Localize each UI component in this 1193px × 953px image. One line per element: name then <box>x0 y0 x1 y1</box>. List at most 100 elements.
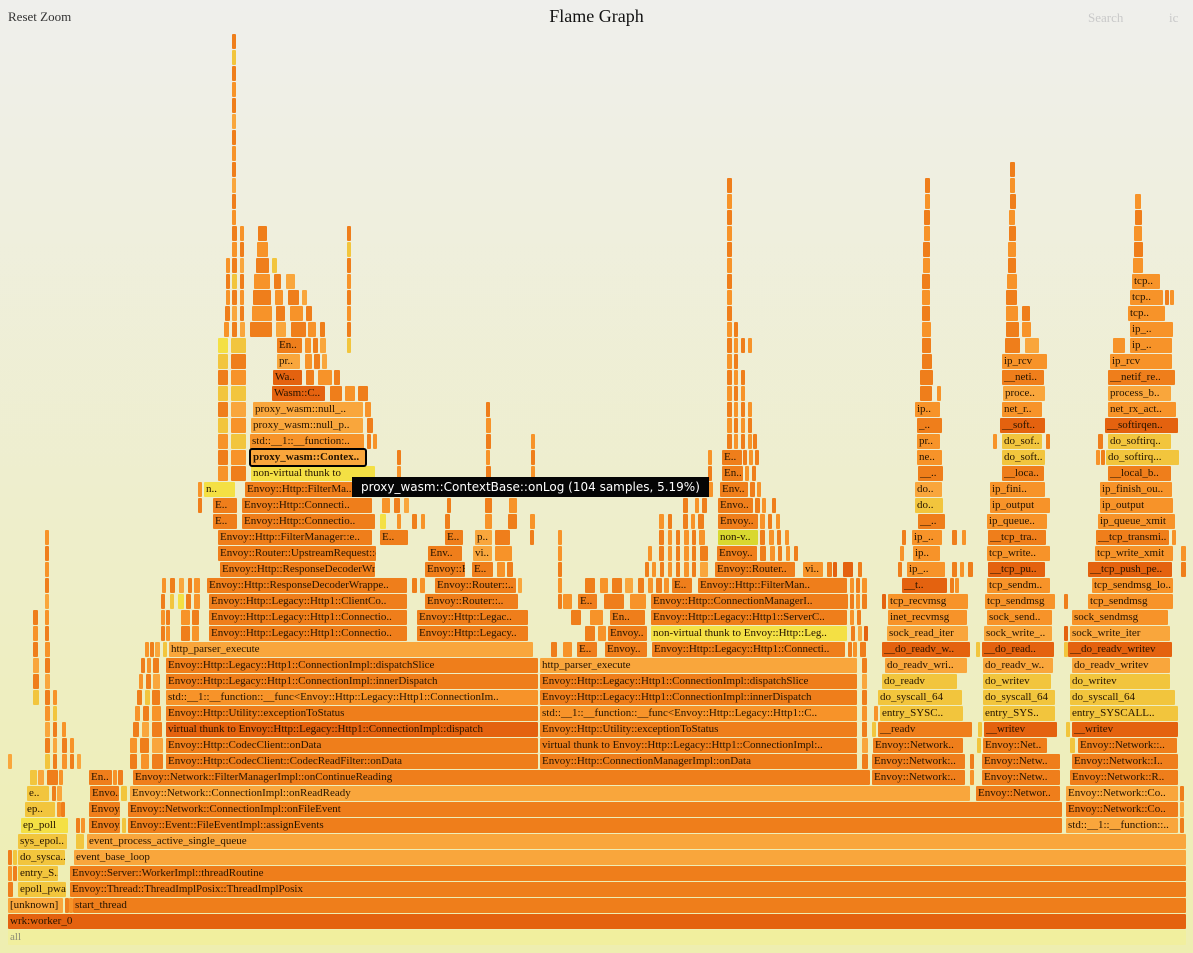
flame-frame[interactable] <box>612 578 622 593</box>
flame-frame[interactable] <box>752 466 756 481</box>
flame-frame[interactable]: Envoy::Network::FilterManagerImpl::onCon… <box>133 770 870 785</box>
flame-frame[interactable] <box>648 578 653 593</box>
flame-frame[interactable] <box>254 274 270 289</box>
flame-frame[interactable] <box>33 658 39 673</box>
flame-frame[interactable] <box>231 354 246 369</box>
flame-frame[interactable] <box>862 754 868 769</box>
flame-frame[interactable] <box>305 338 311 353</box>
flame-frame[interactable] <box>69 898 73 913</box>
flame-frame[interactable] <box>143 706 149 721</box>
flame-frame[interactable] <box>76 834 84 849</box>
flame-frame[interactable]: entry_SYSC.. <box>880 706 963 721</box>
flame-frame[interactable] <box>276 306 285 321</box>
flame-frame[interactable]: Envoy::Router::.. <box>425 594 518 609</box>
flame-frame[interactable]: Envoy.. <box>718 514 758 529</box>
flame-frame[interactable] <box>218 434 228 449</box>
flame-frame[interactable] <box>240 306 244 321</box>
flame-frame[interactable]: std::__1::__function::.. <box>1066 818 1178 833</box>
flame-frame[interactable] <box>750 482 755 497</box>
flame-frame[interactable]: non-v.. <box>718 530 758 545</box>
flame-frame[interactable] <box>862 722 867 737</box>
flame-frame[interactable] <box>240 274 244 289</box>
flame-frame[interactable] <box>700 546 708 561</box>
flame-frame[interactable] <box>181 626 190 641</box>
flame-frame[interactable]: process_b.. <box>1108 386 1171 401</box>
flame-frame[interactable]: Envoy.. <box>605 642 647 657</box>
flame-frame[interactable] <box>320 338 326 353</box>
flame-frame[interactable] <box>314 354 320 369</box>
flame-frame[interactable]: pr.. <box>917 434 940 449</box>
flame-frame[interactable] <box>288 290 299 305</box>
flame-frame[interactable] <box>727 338 732 353</box>
flame-frame[interactable] <box>962 530 966 545</box>
flame-frame[interactable] <box>900 546 904 561</box>
flame-frame[interactable] <box>140 738 149 753</box>
flame-frame[interactable]: tcp.. <box>1130 290 1163 305</box>
flame-frame[interactable]: Envoy::Http::Legacy::Http1::ClientCo.. <box>209 594 407 609</box>
flame-frame[interactable]: tcp_sendm.. <box>987 578 1050 593</box>
flame-frame[interactable]: Envoy::Network::ConnectionImpl::onReadRe… <box>130 786 970 801</box>
flame-frame[interactable] <box>61 802 65 817</box>
flame-frame[interactable] <box>486 434 491 449</box>
flame-frame[interactable]: Envoy.. <box>89 802 120 817</box>
flame-frame[interactable] <box>760 546 766 561</box>
flame-frame[interactable] <box>420 578 425 593</box>
flame-frame[interactable] <box>727 354 732 369</box>
flame-frame[interactable] <box>1006 322 1019 337</box>
flame-frame[interactable] <box>978 722 982 737</box>
flame-frame[interactable]: __readv <box>878 722 972 737</box>
flame-frame[interactable] <box>347 258 351 273</box>
flame-frame[interactable] <box>62 722 66 737</box>
flame-frame[interactable] <box>558 594 562 609</box>
flame-frame[interactable] <box>57 786 62 801</box>
flame-frame[interactable]: Envoy::Http::Legacy::Http1::ServerC.. <box>651 610 847 625</box>
flame-frame[interactable]: n.. <box>204 482 235 497</box>
flame-frame[interactable] <box>231 434 246 449</box>
flame-frame[interactable] <box>924 210 930 225</box>
flame-frame[interactable]: Envoy::Router::UpstreamRequest::d.. <box>218 546 376 561</box>
flame-frame[interactable] <box>445 514 450 529</box>
flame-frame[interactable] <box>558 530 562 545</box>
flame-frame[interactable] <box>741 338 745 353</box>
flame-frame[interactable] <box>727 194 732 209</box>
flame-frame[interactable] <box>1135 194 1141 209</box>
flame-frame[interactable] <box>772 498 776 513</box>
flame-frame[interactable] <box>218 450 228 465</box>
flame-frame[interactable] <box>1180 802 1184 817</box>
flame-frame[interactable] <box>330 386 342 401</box>
flame-frame[interactable] <box>1006 290 1017 305</box>
flame-frame[interactable]: event_base_loop <box>74 850 1186 865</box>
flame-frame[interactable] <box>76 818 80 833</box>
flame-frame[interactable] <box>922 322 931 337</box>
flame-frame[interactable]: En.. <box>722 466 743 481</box>
flame-frame[interactable] <box>272 258 277 273</box>
flame-frame[interactable] <box>753 434 757 449</box>
flame-frame[interactable] <box>976 642 980 657</box>
flame-frame[interactable] <box>668 530 672 545</box>
flame-frame[interactable] <box>692 546 696 561</box>
flame-frame[interactable]: E.. <box>672 578 692 593</box>
flame-frame[interactable] <box>198 498 202 513</box>
flame-frame[interactable] <box>497 562 505 577</box>
flame-frame[interactable] <box>691 514 695 529</box>
flame-frame[interactable] <box>291 322 306 337</box>
flame-frame[interactable] <box>760 530 765 545</box>
flame-frame[interactable]: Envoy::Network::Co.. <box>1066 802 1178 817</box>
flame-frame[interactable] <box>130 754 137 769</box>
flame-frame[interactable] <box>778 546 782 561</box>
flame-frame[interactable] <box>186 594 191 609</box>
flame-frame[interactable]: Envoy::Http::FilterManager::e.. <box>218 530 372 545</box>
flame-frame[interactable] <box>923 258 930 273</box>
flame-frame[interactable] <box>862 690 867 705</box>
flame-frame[interactable] <box>38 770 44 785</box>
flame-frame[interactable]: do_writev <box>1070 674 1170 689</box>
flame-frame[interactable] <box>179 578 184 593</box>
flame-frame[interactable] <box>1064 642 1068 657</box>
flame-frame[interactable] <box>734 402 738 417</box>
flame-frame[interactable]: do_soft.. <box>1002 450 1045 465</box>
flame-frame[interactable] <box>1181 546 1186 561</box>
flame-frame[interactable] <box>827 562 832 577</box>
flame-frame[interactable] <box>585 626 595 641</box>
flame-frame[interactable]: Envo.. <box>90 786 119 801</box>
flame-frame[interactable] <box>530 514 535 529</box>
